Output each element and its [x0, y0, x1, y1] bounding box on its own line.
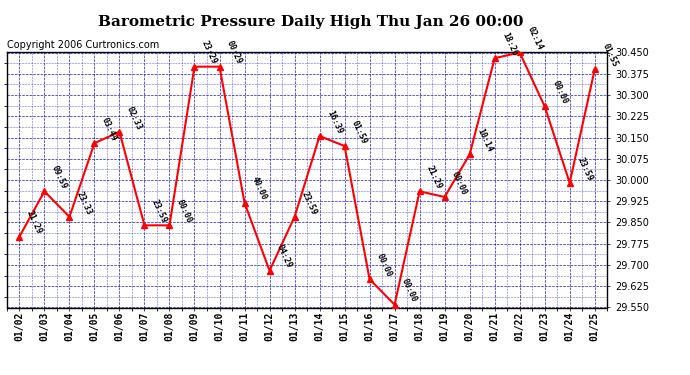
Text: 00:00: 00:00 [450, 170, 469, 196]
Text: 23:59: 23:59 [150, 198, 169, 225]
Text: 23:29: 23:29 [200, 39, 219, 66]
Text: 00:00: 00:00 [400, 278, 419, 304]
Text: 00:00: 00:00 [175, 198, 194, 225]
Text: 23:59: 23:59 [575, 156, 594, 182]
Text: 00:29: 00:29 [225, 39, 244, 66]
Text: 21:29: 21:29 [425, 164, 444, 190]
Text: 02:14: 02:14 [525, 25, 544, 52]
Text: 40:00: 40:00 [250, 176, 269, 202]
Text: 04:29: 04:29 [275, 243, 294, 270]
Text: 16:39: 16:39 [325, 109, 344, 135]
Text: 00:00: 00:00 [375, 252, 394, 278]
Text: 00:00: 00:00 [550, 79, 569, 105]
Text: 10:14: 10:14 [475, 127, 494, 154]
Text: 02:33: 02:33 [125, 105, 144, 131]
Text: 01:59: 01:59 [350, 119, 369, 145]
Text: 03:44: 03:44 [100, 116, 119, 142]
Text: 23:59: 23:59 [300, 190, 319, 216]
Text: 21:29: 21:29 [25, 209, 43, 236]
Text: 18:26: 18:26 [500, 31, 519, 57]
Text: 09:59: 09:59 [50, 164, 69, 190]
Text: 01:55: 01:55 [600, 42, 619, 69]
Text: Copyright 2006 Curtronics.com: Copyright 2006 Curtronics.com [7, 40, 159, 50]
Text: Barometric Pressure Daily High Thu Jan 26 00:00: Barometric Pressure Daily High Thu Jan 2… [98, 15, 523, 29]
Text: 23:33: 23:33 [75, 190, 94, 216]
